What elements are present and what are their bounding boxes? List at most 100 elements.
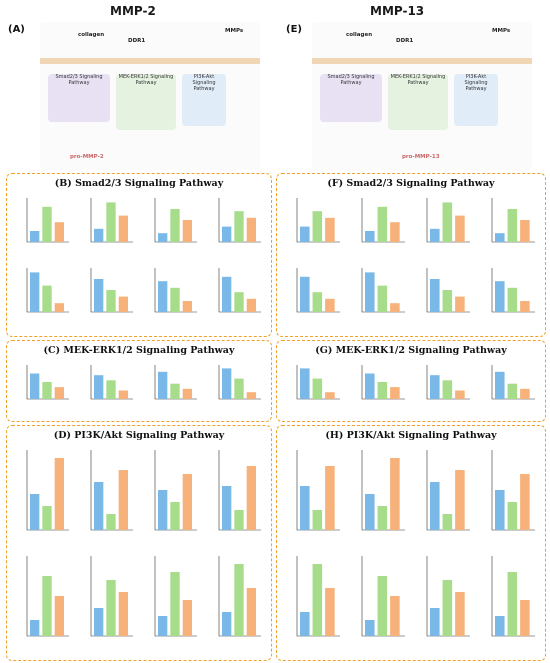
mini-bar	[170, 383, 180, 399]
mini-bar	[222, 368, 232, 399]
panel-e: (E)	[286, 24, 302, 35]
mini-bar	[94, 279, 104, 312]
mini-bar	[390, 458, 400, 530]
mini-bar	[246, 298, 256, 312]
mini-bar	[495, 616, 505, 636]
mini-bar	[520, 388, 530, 399]
mini-bar	[520, 301, 530, 312]
mini-bar	[390, 222, 400, 242]
mini-bar	[54, 458, 64, 530]
mini-bar	[170, 572, 180, 636]
mini-bar	[94, 375, 104, 399]
mini-bar	[495, 281, 505, 312]
mini-bar	[106, 514, 116, 530]
mini-bar	[312, 378, 323, 399]
mini-bar	[234, 564, 244, 636]
mini-bar	[430, 228, 440, 242]
charts-c	[11, 359, 267, 419]
pi3k-label: PI3K-Akt Signaling Pathway	[192, 74, 216, 92]
mini-bar	[118, 390, 128, 399]
mini-bar	[430, 608, 440, 636]
mini-bar	[182, 220, 192, 242]
mini-bar	[455, 296, 465, 312]
mini-bar-charts	[26, 198, 261, 313]
panel-a: (A)	[8, 24, 25, 35]
mini-bar	[118, 215, 128, 242]
mini-bar	[94, 228, 104, 242]
mini-bar	[170, 209, 180, 242]
section-b: (B) Smad2/3 Signaling Pathway	[6, 173, 272, 337]
section-f-title: (F) Smad2/3 Signaling Pathway	[327, 178, 495, 189]
mini-bar	[106, 290, 116, 312]
mini-bar	[325, 392, 335, 399]
mini-bar	[377, 576, 388, 636]
mini-bar	[94, 482, 104, 530]
mini-bar	[222, 486, 232, 530]
mini-bar	[325, 298, 335, 312]
mini-bar	[118, 592, 128, 636]
section-g: (G) MEK-ERK1/2 Signaling Pathway	[276, 340, 546, 422]
pi3k-box-e: PI3K-Akt Signaling Pathway	[454, 74, 498, 126]
mini-bar-charts	[296, 198, 535, 313]
mini-bar	[106, 580, 116, 636]
mini-bar	[455, 215, 465, 242]
pro-mmp13-label: pro-MMP-13	[402, 154, 440, 160]
mini-bar	[246, 217, 256, 242]
diagram-e: collagen DDR1 MMPs Smad2/3 Signaling Pat…	[312, 22, 532, 170]
mini-bar	[430, 279, 440, 312]
mini-bar	[390, 387, 400, 399]
mini-bar	[365, 373, 375, 399]
mini-bar	[377, 285, 388, 312]
mini-bar	[495, 233, 505, 242]
section-d: (D) PI3K/Akt Signaling Pathway	[6, 425, 272, 661]
mini-bar	[300, 612, 310, 636]
mini-bar	[495, 371, 505, 399]
mini-bar	[442, 202, 453, 242]
mini-bar	[118, 296, 128, 312]
mini-bar	[30, 272, 40, 312]
diagram-a: collagen DDR1 MMPs Smad2/3 Signaling Pat…	[40, 22, 260, 170]
cell-membrane	[40, 58, 260, 64]
mini-bar	[325, 588, 335, 636]
mini-bar	[158, 371, 168, 399]
mini-bar	[30, 620, 40, 636]
mini-bar	[54, 303, 64, 312]
mini-bar	[234, 211, 244, 242]
section-h: (H) PI3K/Akt Signaling Pathway	[276, 425, 546, 661]
smad-label: Smad2/3 Signaling Pathway	[55, 74, 103, 86]
mini-bar	[182, 600, 192, 636]
smad-box-e: Smad2/3 Signaling Pathway	[320, 74, 382, 122]
mini-bar	[158, 490, 168, 530]
header-mmp2: MMP-2	[110, 4, 156, 18]
mini-bar	[170, 287, 180, 312]
mini-bar	[390, 596, 400, 636]
mini-bar	[42, 382, 52, 399]
mini-bar	[246, 392, 256, 399]
mini-bar	[507, 287, 518, 312]
mini-bar	[430, 375, 440, 399]
smad-label-e: Smad2/3 Signaling Pathway	[327, 74, 375, 86]
charts-b	[11, 192, 267, 332]
pro-mmp2-label: pro-MMP-2	[70, 154, 104, 160]
section-f: (F) Smad2/3 Signaling Pathway	[276, 173, 546, 337]
mini-bar	[42, 285, 52, 312]
pi3k-box: PI3K-Akt Signaling Pathway	[182, 74, 226, 126]
mini-bar	[442, 514, 453, 530]
mini-bar	[182, 388, 192, 399]
mini-bar	[300, 276, 310, 312]
mini-bar	[246, 588, 256, 636]
collagen-label: collagen	[78, 32, 105, 38]
mini-bar	[455, 592, 465, 636]
mini-bar	[430, 482, 440, 530]
charts-f	[281, 192, 541, 332]
mini-bar	[182, 474, 192, 530]
mini-bar	[507, 209, 518, 242]
header-mmp13: MMP-13	[370, 4, 425, 18]
mek-label: MEK-ERK1/2 Signaling Pathway	[118, 74, 174, 86]
mini-bar	[312, 564, 323, 636]
mini-bar	[507, 572, 518, 636]
mini-bar	[312, 211, 323, 242]
mini-bar	[234, 292, 244, 312]
mini-bar	[377, 382, 388, 399]
mini-bar	[442, 380, 453, 399]
